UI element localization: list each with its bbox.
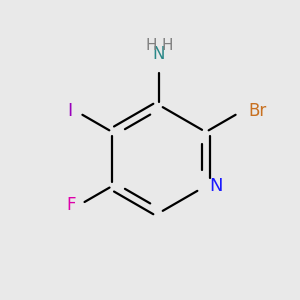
Text: N: N [153, 45, 165, 63]
Text: H: H [146, 38, 157, 52]
Text: H: H [161, 38, 172, 52]
Text: I: I [68, 102, 73, 120]
Text: F: F [66, 196, 76, 214]
Text: Br: Br [248, 102, 266, 120]
Text: N: N [209, 177, 222, 195]
